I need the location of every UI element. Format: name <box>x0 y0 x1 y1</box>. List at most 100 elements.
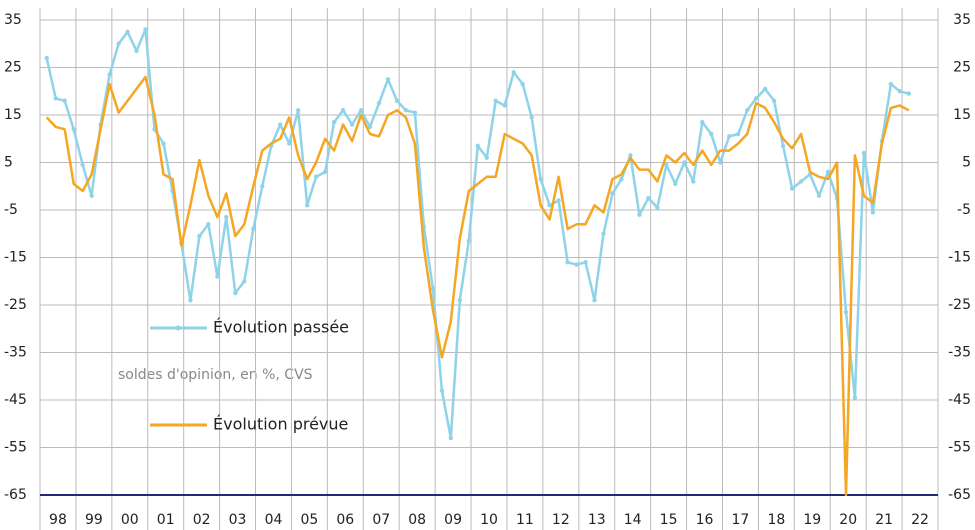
legend-marker <box>175 325 181 331</box>
x-tick-label: 03 <box>229 512 247 528</box>
series-line <box>45 75 910 497</box>
x-tick-label: 13 <box>588 512 606 528</box>
y2-tick-label: 5 <box>962 155 971 171</box>
y2-tick-label: -55 <box>948 440 971 456</box>
y-tick-label: -5 <box>4 202 18 218</box>
x-tick-label: 00 <box>121 512 139 528</box>
point <box>888 81 894 87</box>
x-tick-label: 21 <box>875 512 893 528</box>
y-tick-label: 25 <box>4 60 22 76</box>
y-tick-label: 35 <box>4 12 22 28</box>
point <box>62 98 67 103</box>
point <box>852 395 858 400</box>
point <box>376 100 382 106</box>
point <box>304 203 310 208</box>
point <box>134 48 139 54</box>
x-tick-label: 17 <box>732 512 750 528</box>
point <box>430 286 436 291</box>
point <box>753 96 759 101</box>
point <box>197 233 202 239</box>
point <box>206 222 211 227</box>
y-tick-label: -65 <box>4 487 27 503</box>
point <box>592 298 597 303</box>
x-tick-label: 15 <box>660 512 678 528</box>
point <box>655 205 660 210</box>
point <box>529 115 534 120</box>
point <box>224 214 229 220</box>
point <box>574 262 579 267</box>
point <box>367 124 373 130</box>
x-tick-label: 02 <box>193 512 211 528</box>
point <box>412 110 418 115</box>
point <box>143 27 148 32</box>
point <box>816 193 822 198</box>
y2-tick-label: 35 <box>953 12 971 28</box>
x-tick-label: 06 <box>336 512 354 528</box>
point <box>547 203 552 208</box>
point <box>385 77 391 82</box>
point <box>709 131 714 137</box>
y-tick-label: -55 <box>4 440 27 456</box>
point <box>583 260 588 265</box>
point <box>682 160 687 165</box>
y-tick-label: -15 <box>4 250 27 266</box>
point <box>340 108 346 113</box>
point <box>493 98 498 103</box>
point <box>718 160 723 165</box>
point <box>735 131 741 137</box>
y2-tick-label: 25 <box>953 60 971 76</box>
x-tick-label: 01 <box>157 512 175 528</box>
point <box>520 81 525 87</box>
point <box>906 91 912 96</box>
x-tick-label: 16 <box>696 512 714 528</box>
point <box>825 169 831 175</box>
point <box>349 122 355 127</box>
point <box>664 162 669 168</box>
point <box>601 231 606 236</box>
point <box>89 193 94 198</box>
y2-tick-label: -45 <box>948 392 971 408</box>
point <box>466 238 471 244</box>
x-tick-label: 18 <box>767 512 785 528</box>
point <box>897 89 903 94</box>
point <box>439 388 445 393</box>
x-tick-label: 04 <box>265 512 283 528</box>
x-tick-label: 07 <box>372 512 390 528</box>
y2-tick-label: -65 <box>948 487 971 503</box>
point <box>502 103 507 108</box>
point <box>511 70 516 75</box>
x-tick-label: 22 <box>911 512 929 528</box>
point <box>161 141 166 146</box>
point <box>260 184 265 189</box>
x-tick-label: 20 <box>839 512 857 528</box>
point <box>843 309 849 315</box>
x-tick-label: 99 <box>85 512 103 528</box>
x-tick-label: 05 <box>300 512 318 528</box>
point <box>771 98 777 103</box>
point <box>448 435 454 441</box>
point <box>780 143 786 149</box>
y2-tick-label: -35 <box>948 345 971 361</box>
point <box>475 143 480 149</box>
x-tick-label: 19 <box>803 512 821 528</box>
x-tick-label: 12 <box>552 512 570 528</box>
point <box>278 122 283 127</box>
point <box>53 96 58 101</box>
point <box>457 298 463 303</box>
point <box>71 127 76 132</box>
point <box>242 279 247 284</box>
point <box>484 155 489 160</box>
x-tick-label: 08 <box>408 512 426 528</box>
y-tick-label: -45 <box>4 392 27 408</box>
subtitle: soldes d'opinion, en %, CVS <box>118 367 313 383</box>
y-tick-label: -35 <box>4 345 27 361</box>
point <box>215 274 220 279</box>
y2-tick-label: 15 <box>953 107 971 123</box>
y-tick-label: 15 <box>4 107 22 123</box>
point <box>394 98 400 103</box>
point <box>188 298 193 303</box>
point <box>116 41 121 46</box>
y2-tick-label: -15 <box>948 250 971 266</box>
point <box>673 181 678 187</box>
